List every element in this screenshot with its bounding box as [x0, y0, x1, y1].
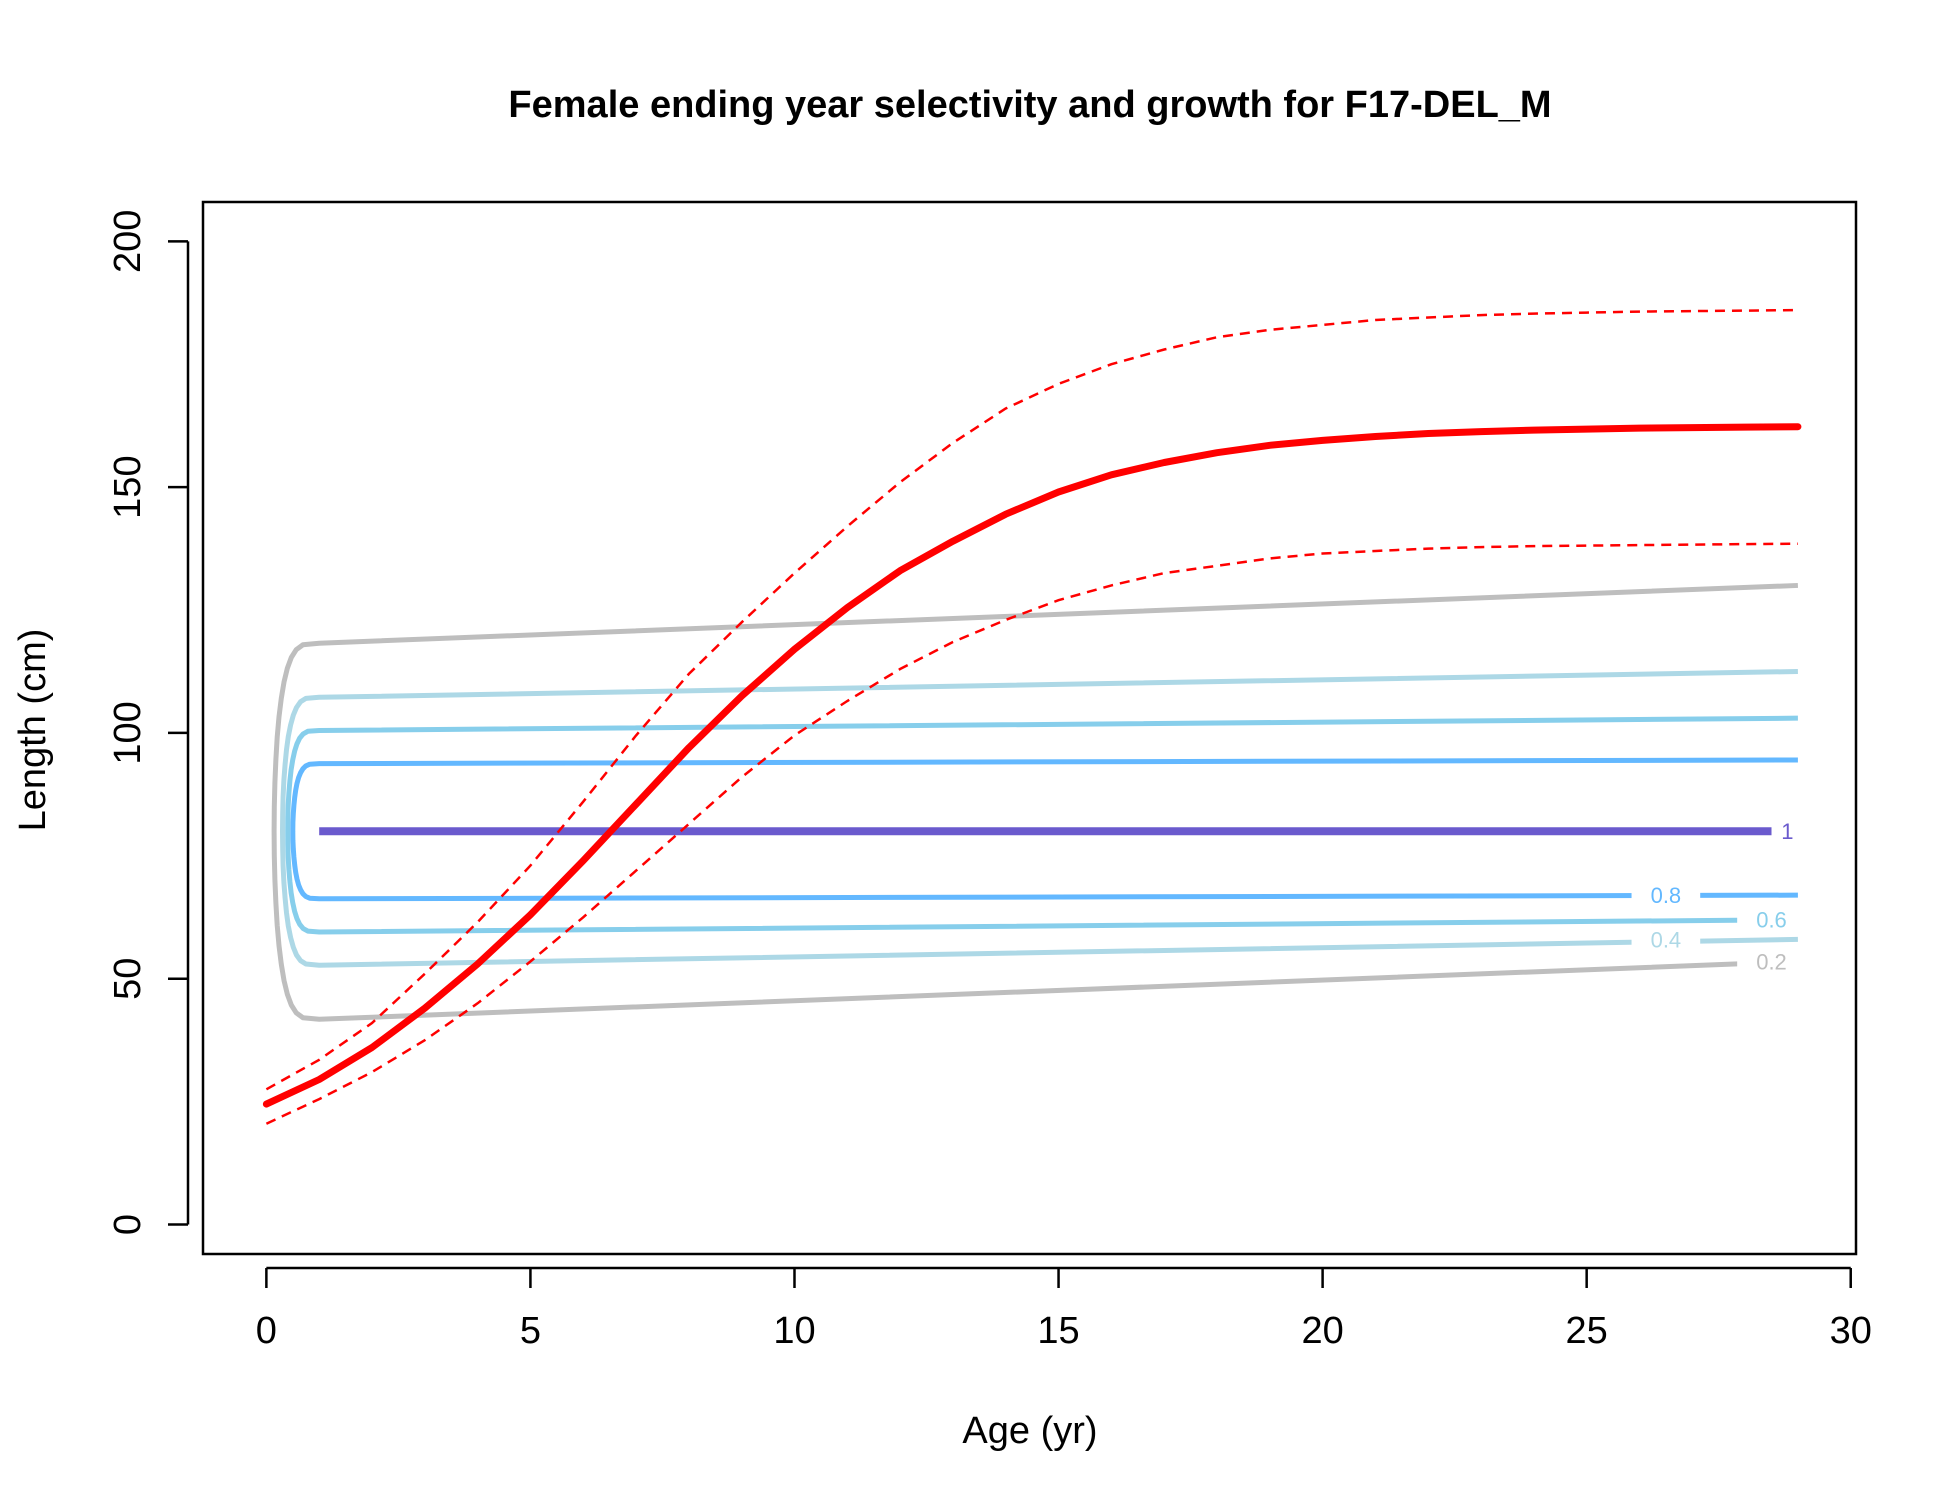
- x-tick-label: 5: [520, 1310, 541, 1352]
- selectivity-contours: [271, 582, 1799, 1022]
- x-tick-label: 30: [1830, 1310, 1872, 1352]
- contour-line-0-4: [280, 668, 1798, 968]
- y-tick-label: 0: [107, 1214, 149, 1235]
- growth-curves: [262, 308, 1802, 1125]
- x-tick-label: 15: [1037, 1310, 1079, 1352]
- x-tick-label: 0: [256, 1310, 277, 1352]
- plot-frame: [201, 200, 1858, 1256]
- contour-label-0-4: 0.4: [1651, 927, 1682, 952]
- x-tick-label: 25: [1566, 1310, 1608, 1352]
- y-tick-label: 100: [107, 701, 149, 764]
- contour-label-bg: [1631, 883, 1701, 908]
- y-tick-label: 150: [107, 455, 149, 518]
- y-tick-label: 200: [107, 210, 149, 273]
- x-axis: 0 5 10 15 20 25 30: [256, 1266, 1872, 1352]
- x-tick-label: 20: [1301, 1310, 1343, 1352]
- x-tick-label: 10: [773, 1310, 815, 1352]
- contour-label-bg: [1631, 927, 1701, 952]
- contour-line-0-2: [271, 582, 1799, 1022]
- contour-line-0-8: [290, 757, 1798, 902]
- contour-labels: 0.2 0.4 0.6 0.8 1: [1631, 819, 1806, 975]
- contour-line-0-6: [285, 715, 1798, 935]
- y-axis: 0 50 100 150 200: [107, 210, 190, 1235]
- growth-mean-curve: [262, 423, 1802, 1108]
- contour-label-0-8: 0.8: [1651, 883, 1682, 908]
- growth-upper-interval: [265, 308, 1798, 1091]
- contour-label-1: 1: [1781, 819, 1793, 844]
- contour-label-bg: [1737, 949, 1806, 974]
- contour-label-bg: [1771, 819, 1804, 844]
- contour-label-bg: [1737, 907, 1806, 932]
- growth-lower-interval: [265, 542, 1798, 1125]
- x-axis-title: Age (yr): [962, 1410, 1097, 1452]
- contour-label-0-2: 0.2: [1756, 950, 1787, 975]
- contour-label-0-6: 0.6: [1756, 908, 1787, 933]
- y-tick-label: 50: [107, 958, 149, 1000]
- y-axis-title: Length (cm): [12, 629, 54, 832]
- chart-title: Female ending year selectivity and growt…: [508, 84, 1551, 126]
